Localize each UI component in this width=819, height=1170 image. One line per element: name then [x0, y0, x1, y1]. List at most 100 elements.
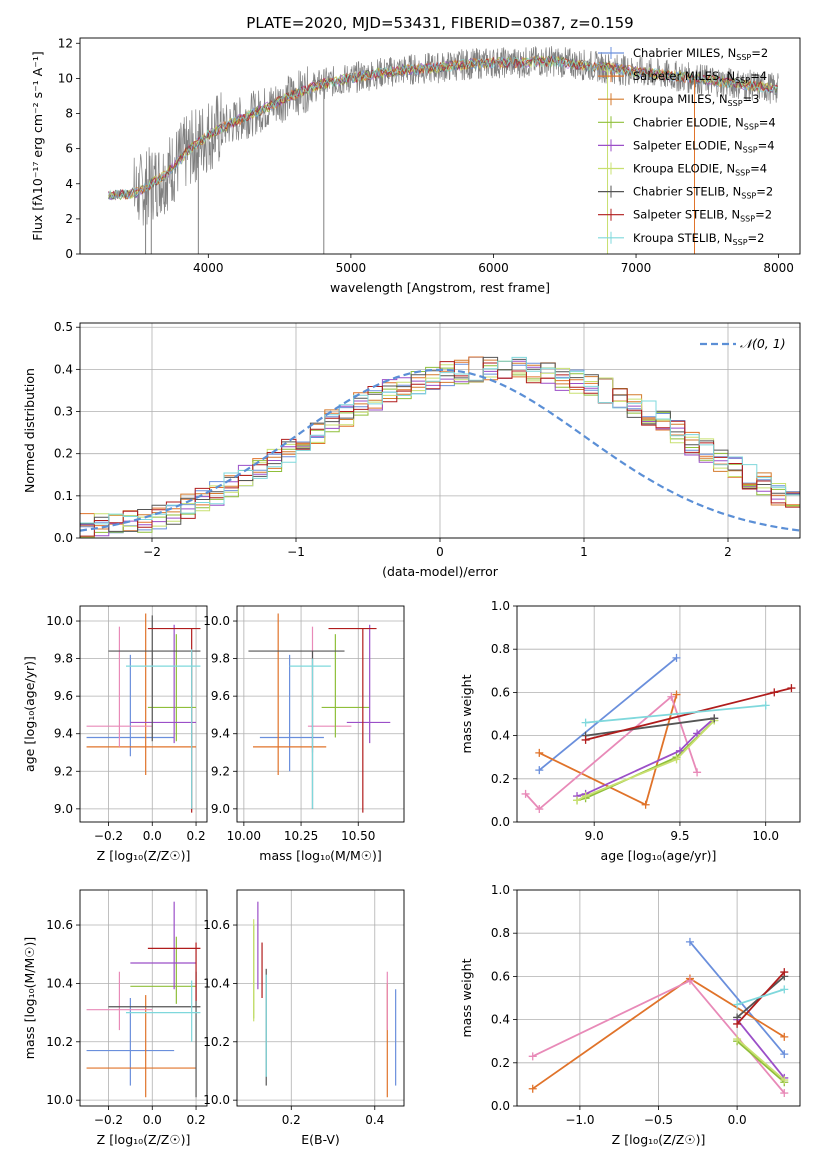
y-tick-label: 10.0	[203, 614, 230, 628]
x-tick-label: 0.0	[143, 1113, 162, 1127]
x-axis-label: Z [log₁₀(Z/Z☉)]	[612, 1132, 706, 1147]
series-marker	[535, 805, 544, 814]
series-line-7	[736, 971, 785, 1025]
x-axis-label: Z [log₁₀(Z/Z☉)]	[97, 848, 191, 863]
axes-frame	[79, 37, 801, 255]
y-tick-label: 8	[65, 107, 73, 121]
x-tick-label: −0.5	[644, 1113, 673, 1127]
legend-label: Chabrier MILES, NSSP=2	[633, 46, 768, 62]
x-tick-label: −1	[287, 545, 305, 559]
y-tick-label: 10.0	[46, 614, 73, 628]
y-tick-label: 0.4	[54, 362, 73, 376]
y-axis-label: mass weight	[459, 958, 474, 1037]
axes-frame	[516, 605, 801, 823]
y-tick-label: 9.4	[54, 727, 73, 741]
y-tick-label: 6	[65, 142, 73, 156]
y-tick-label: 4	[65, 177, 73, 191]
x-axis-label: E(B-V)	[301, 1132, 340, 1147]
x-tick-label: −0.2	[94, 1113, 123, 1127]
series-marker	[780, 1089, 789, 1098]
y-tick-label: 0.6	[491, 685, 510, 699]
series-marker	[672, 690, 681, 699]
y-tick-label: 1.0	[491, 599, 510, 613]
plot-area	[521, 653, 796, 814]
legend-label: Kroupa MILES, NSSP=3	[633, 92, 759, 108]
series-marker	[581, 792, 590, 801]
y-tick-label: 0.0	[54, 531, 73, 545]
x-tick-label: 10.25	[284, 829, 318, 843]
series-line-0	[689, 941, 785, 1055]
series-marker	[685, 937, 694, 946]
series-marker	[787, 684, 796, 693]
x-axis-label: wavelength [Angstrom, rest frame]	[330, 280, 550, 295]
spectrum-panel: 4000 5000 6000 7000 8000 0 2 4 6 8 10 12 wavelength …	[30, 36, 801, 295]
series-marker	[780, 985, 789, 994]
y-tick-label: 9.0	[54, 802, 73, 816]
normal-curve	[80, 368, 800, 532]
y-tick-label: 9.2	[54, 764, 73, 778]
x-tick-label: 6000	[478, 261, 509, 275]
y-tick-label: 9.6	[54, 689, 73, 703]
x-tick-label: 1	[580, 545, 588, 559]
axes-frame	[79, 605, 208, 823]
legend-label: Salpeter ELODIE, NSSP=4	[633, 138, 775, 154]
plot-area	[253, 901, 397, 1098]
x-tick-label: 0.2	[282, 1113, 301, 1127]
y-axis-label: Normed distribution	[22, 368, 37, 493]
series-marker	[581, 735, 590, 744]
histogram-step-8	[80, 356, 800, 525]
axes-frame	[236, 889, 405, 1107]
x-axis-label: (data-model)/error	[382, 564, 499, 579]
series-marker	[693, 768, 702, 777]
series-marker	[641, 800, 650, 809]
plot-area	[86, 613, 201, 813]
y-tick-label: 10.2	[203, 1035, 230, 1049]
Z-age-panel: −0.2 0.0 0.2 9.0 9.2 9.4 9.6 9.8 10.0 Z [log₁₀(Z/…	[22, 605, 208, 863]
x-axis-label: mass [log₁₀(M/M☉)]	[259, 848, 381, 863]
legend-label: 𝒩(0, 1)	[740, 336, 786, 351]
x-tick-label: 5000	[336, 261, 367, 275]
y-tick-label: 9.2	[211, 764, 230, 778]
y-tick-label: 0.0	[491, 1099, 510, 1113]
y-tick-label: 10.0	[46, 1093, 73, 1107]
series-marker	[780, 1032, 789, 1041]
x-tick-label: 7000	[621, 261, 652, 275]
y-tick-label: 0.8	[491, 926, 510, 940]
x-axis-label: Z [log₁₀(Z/Z☉)]	[97, 1132, 191, 1147]
y-tick-label: 10.2	[46, 1035, 73, 1049]
x-tick-label: 4000	[193, 261, 224, 275]
EBV-mass-panel: 0.2 0.4 10.0 10.2 10.4 10.6 E(B-V)	[203, 889, 405, 1147]
y-tick-label: 0.3	[54, 405, 73, 419]
series-line-4	[736, 1019, 785, 1079]
series-marker	[573, 796, 582, 805]
axes-frame	[236, 605, 405, 823]
series-marker	[733, 1019, 742, 1028]
x-tick-label: −1.0	[565, 1113, 594, 1127]
x-tick-label: 8000	[763, 261, 794, 275]
x-axis-label: age [log₁₀(age/yr)]	[601, 848, 717, 863]
x-tick-label: 10.50	[341, 829, 375, 843]
y-tick-label: 10	[58, 71, 73, 85]
y-tick-label: 0.4	[491, 729, 510, 743]
series-line-3	[736, 1040, 785, 1083]
x-tick-label: 10.0	[752, 829, 779, 843]
y-axis-label: age [log₁₀(age/yr)]	[22, 656, 37, 772]
legend-label: Salpeter STELIB, NSSP=2	[633, 208, 772, 224]
plot-area	[86, 901, 201, 1098]
x-tick-label: 10.00	[227, 829, 261, 843]
y-tick-label: 2	[65, 212, 73, 226]
series-marker	[693, 729, 702, 738]
series-marker	[675, 746, 684, 755]
y-axis-label: Flux [fλ10⁻¹⁷ erg cm⁻² s⁻¹ A⁻¹]	[30, 51, 45, 240]
series-marker	[780, 1076, 789, 1085]
chart-title: PLATE=2020, MJD=53431, FIBERID=0387, z=0…	[246, 14, 633, 32]
y-tick-label: 0.2	[491, 772, 510, 786]
axes-frame	[79, 889, 208, 1107]
y-tick-label: 0.2	[491, 1056, 510, 1070]
y-axis-label: mass weight	[459, 674, 474, 753]
plot-area	[528, 937, 789, 1098]
series-line-8	[736, 988, 785, 1006]
series-marker	[780, 968, 789, 977]
y-tick-label: 0	[65, 247, 73, 261]
series-marker	[733, 1000, 742, 1009]
